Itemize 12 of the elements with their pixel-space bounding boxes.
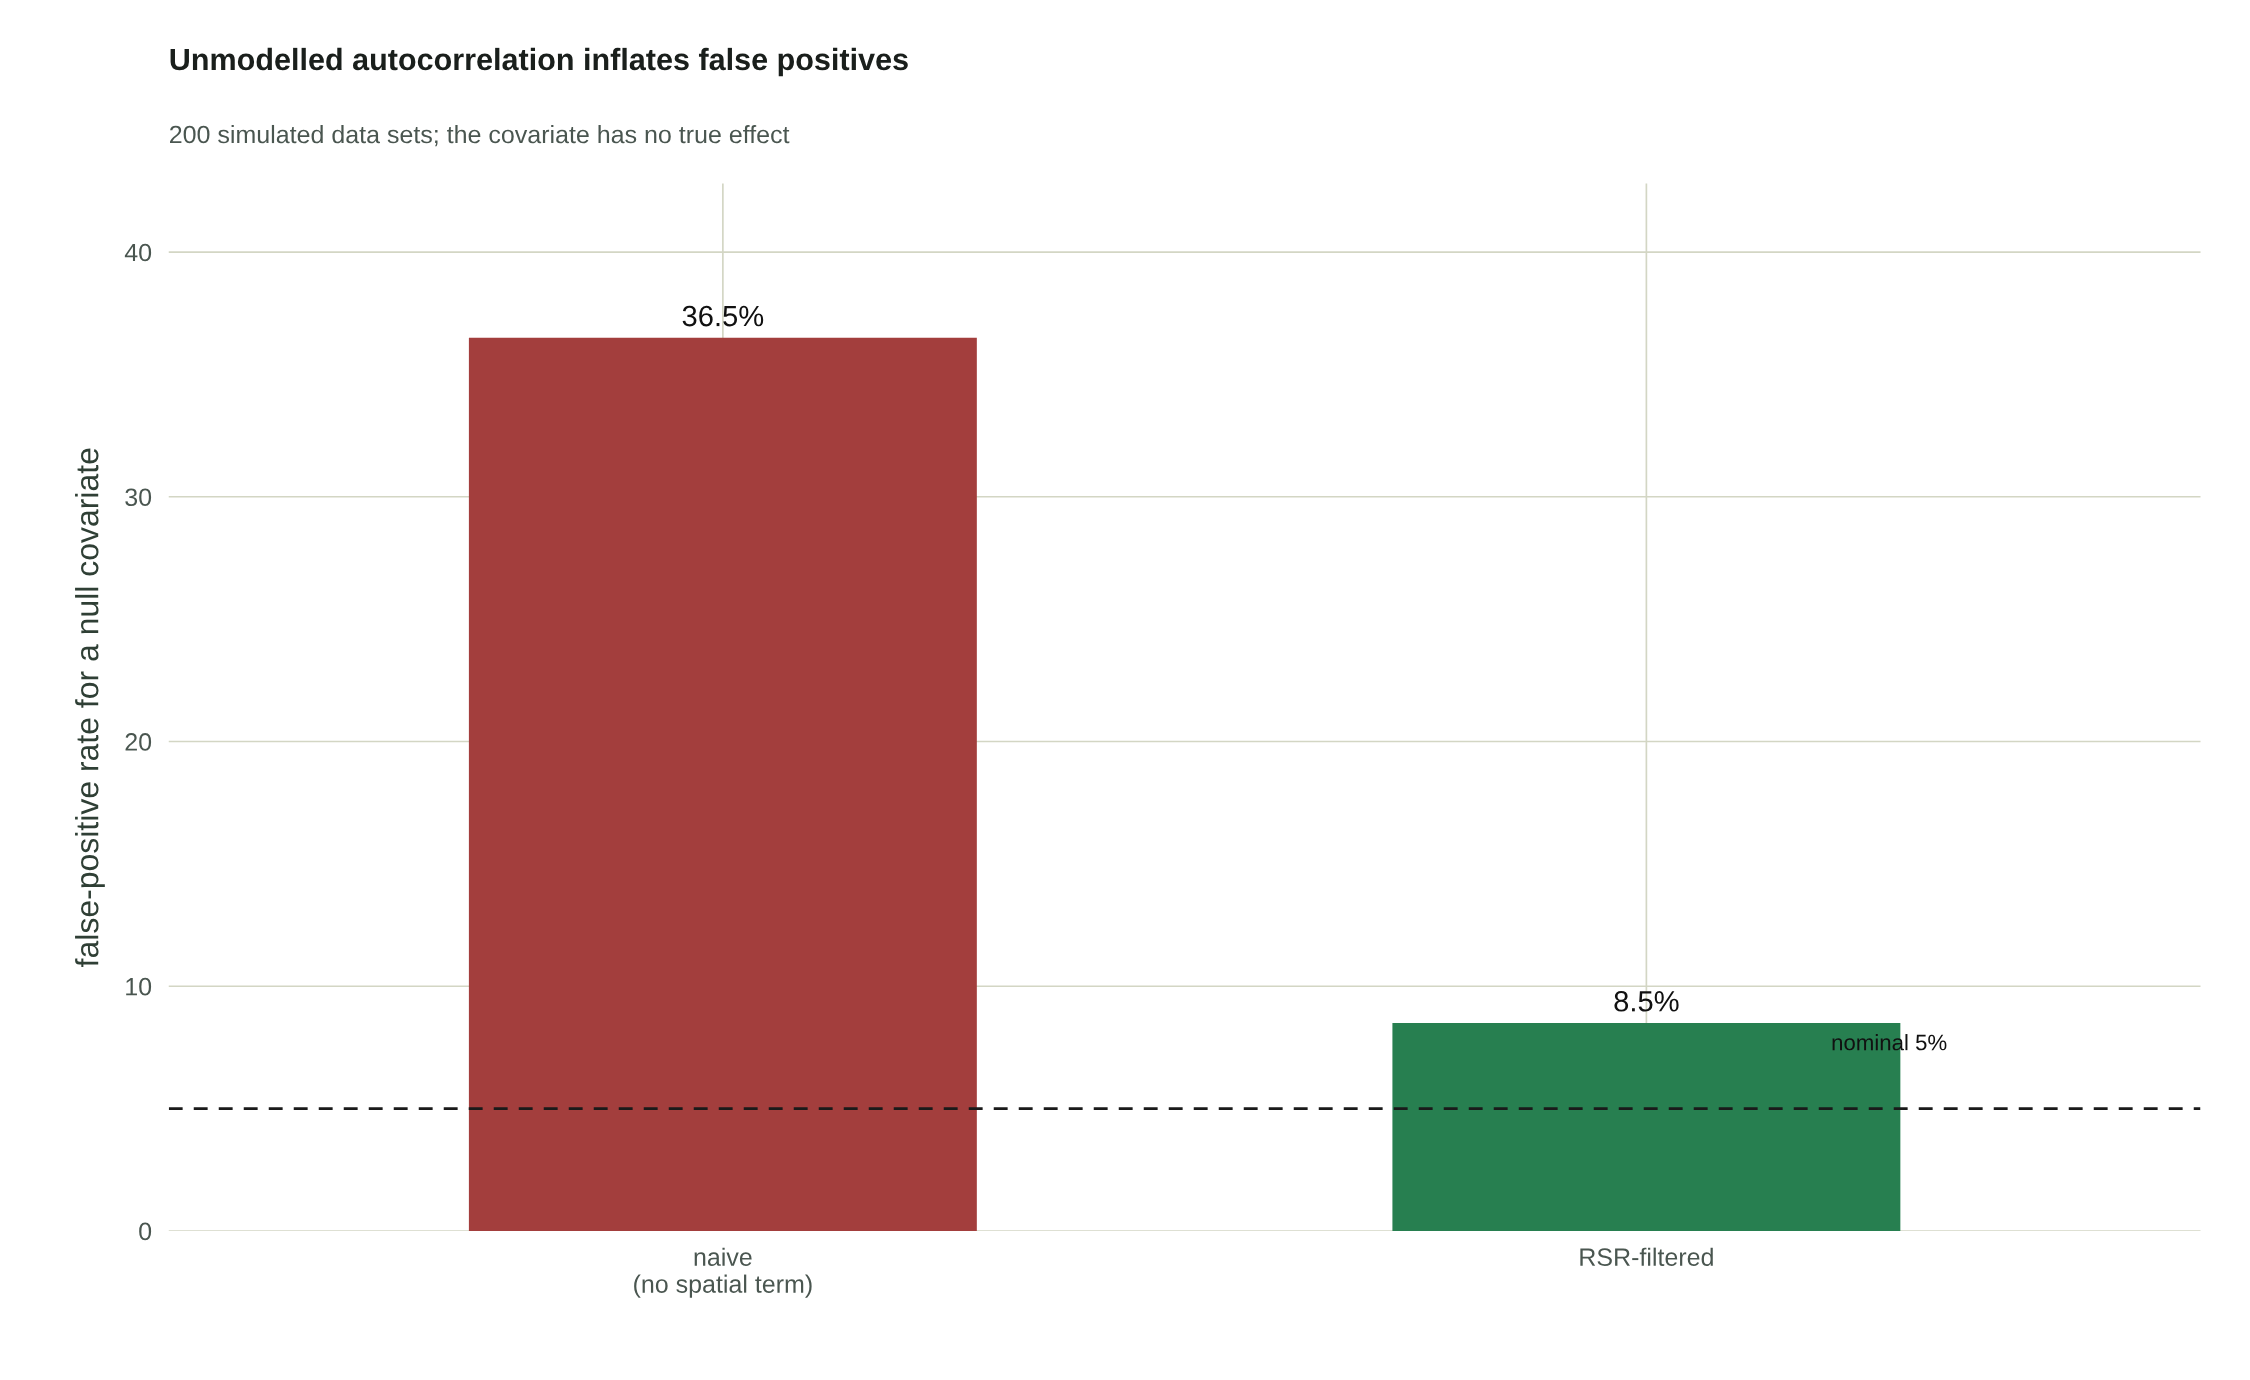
y-tick-label: 20 bbox=[125, 733, 152, 751]
chart-title: Unmodelled autocorrelation inflates false positives bbox=[170, 47, 908, 77]
data-label: 36.5% bbox=[682, 305, 764, 327]
chart-subtitle: 200 simulated data sets; the covariate has no true effect bbox=[170, 124, 790, 147]
y-tick-label: 0 bbox=[139, 1222, 152, 1241]
y-axis-title: false-positive rate for a null covariate bbox=[75, 448, 105, 967]
x-tick-label: RSR-filtered bbox=[1580, 1247, 1713, 1266]
y-tick-label: 30 bbox=[125, 488, 152, 507]
y-tick-label: 10 bbox=[126, 977, 152, 996]
x-tick-label: naive (no spatial term) bbox=[634, 1247, 812, 1298]
y-tick-label: 40 bbox=[124, 243, 152, 262]
data-label: 8.5% bbox=[1614, 990, 1679, 1012]
